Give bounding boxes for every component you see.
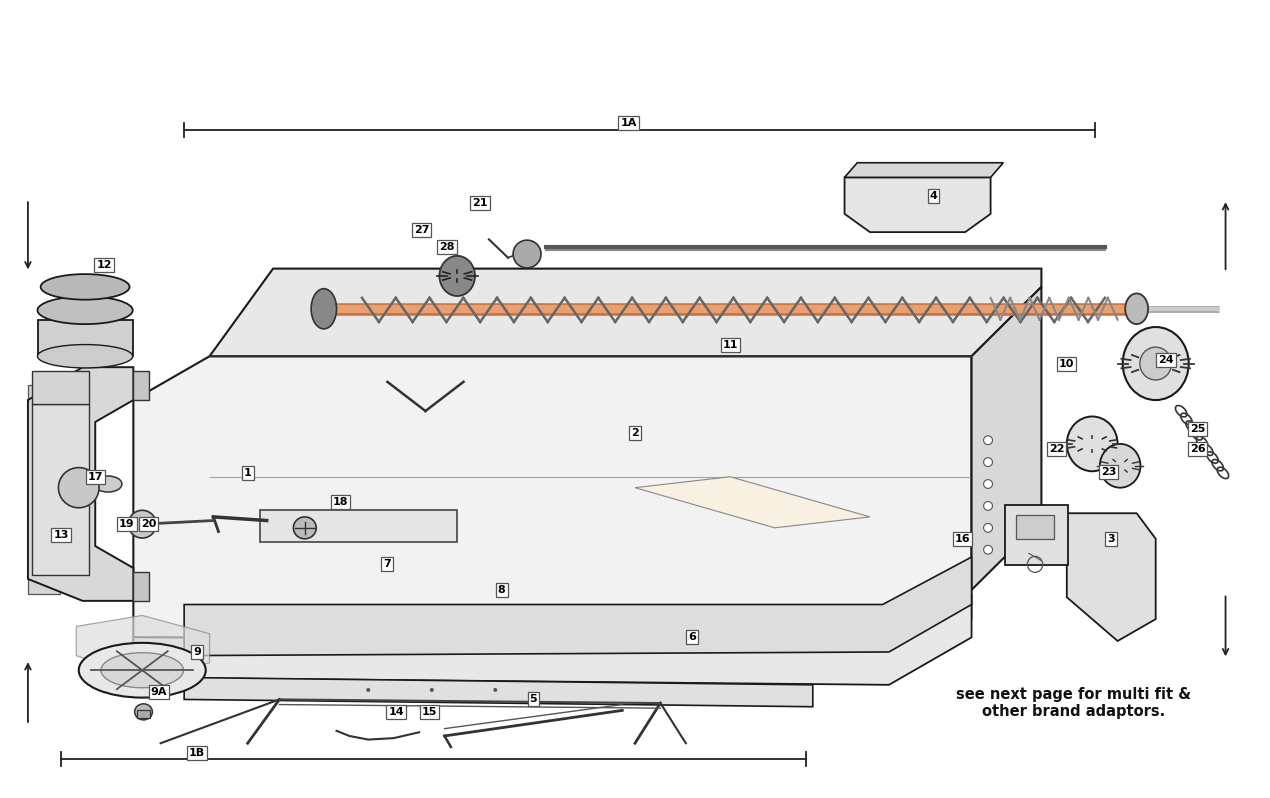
Ellipse shape xyxy=(493,688,498,692)
Ellipse shape xyxy=(38,345,132,368)
Text: 12: 12 xyxy=(97,260,112,270)
Ellipse shape xyxy=(983,458,993,467)
Polygon shape xyxy=(1067,513,1156,641)
Ellipse shape xyxy=(41,274,130,300)
Polygon shape xyxy=(845,163,1003,177)
Ellipse shape xyxy=(128,510,156,538)
Text: EQUIPMENT: EQUIPMENT xyxy=(460,381,810,433)
Polygon shape xyxy=(133,356,972,641)
Ellipse shape xyxy=(983,545,993,554)
Ellipse shape xyxy=(429,688,434,692)
Polygon shape xyxy=(133,594,972,685)
Ellipse shape xyxy=(135,704,152,720)
Ellipse shape xyxy=(983,480,993,488)
Text: 1A: 1A xyxy=(621,117,636,128)
Polygon shape xyxy=(210,269,1041,356)
Text: 25: 25 xyxy=(1190,425,1205,434)
Polygon shape xyxy=(28,367,133,601)
Text: 27: 27 xyxy=(414,225,429,235)
Text: 28: 28 xyxy=(439,242,455,251)
Bar xyxy=(133,571,149,601)
Text: 22: 22 xyxy=(1049,444,1064,454)
Ellipse shape xyxy=(58,468,99,508)
Polygon shape xyxy=(184,557,972,656)
Ellipse shape xyxy=(983,502,993,510)
Ellipse shape xyxy=(1100,444,1140,488)
Text: 21: 21 xyxy=(472,198,488,208)
Polygon shape xyxy=(972,287,1041,590)
Polygon shape xyxy=(133,590,972,670)
Bar xyxy=(1016,516,1054,539)
Text: 16: 16 xyxy=(955,534,970,543)
Polygon shape xyxy=(76,615,210,678)
Text: 26: 26 xyxy=(1190,444,1205,454)
Text: 14: 14 xyxy=(389,707,404,717)
Text: IP-140 TAILGATE SPREADER PARTS: IP-140 TAILGATE SPREADER PARTS xyxy=(230,13,1040,55)
Ellipse shape xyxy=(1067,417,1118,472)
Text: 7: 7 xyxy=(384,559,391,569)
Text: 5: 5 xyxy=(530,694,537,705)
Text: SPECIALISTS: SPECIALISTS xyxy=(447,469,823,521)
Text: 11: 11 xyxy=(723,340,738,350)
Ellipse shape xyxy=(94,476,122,492)
Text: INC.: INC. xyxy=(611,529,659,549)
Text: 20: 20 xyxy=(141,519,156,529)
Ellipse shape xyxy=(293,517,316,539)
Ellipse shape xyxy=(983,523,993,532)
Polygon shape xyxy=(845,177,991,232)
Text: 1B: 1B xyxy=(189,748,204,758)
Text: 2: 2 xyxy=(631,428,639,438)
Ellipse shape xyxy=(983,436,993,444)
Text: 15: 15 xyxy=(422,707,437,717)
Polygon shape xyxy=(38,320,133,356)
Text: 6: 6 xyxy=(688,632,696,642)
Text: 17: 17 xyxy=(88,472,103,482)
Polygon shape xyxy=(260,510,457,543)
Text: see next page for multi fit &
other brand adaptors.: see next page for multi fit & other bran… xyxy=(955,687,1191,719)
FancyBboxPatch shape xyxy=(1005,505,1068,565)
Ellipse shape xyxy=(366,688,371,692)
Bar xyxy=(28,385,60,594)
Ellipse shape xyxy=(513,240,541,268)
Text: 8: 8 xyxy=(498,585,505,595)
Text: 10: 10 xyxy=(1059,358,1074,369)
Text: 4: 4 xyxy=(930,191,937,200)
Ellipse shape xyxy=(439,256,475,296)
Text: 9: 9 xyxy=(193,647,201,657)
Text: 18: 18 xyxy=(333,497,348,508)
Ellipse shape xyxy=(1140,347,1171,380)
Bar xyxy=(32,404,89,575)
Ellipse shape xyxy=(311,289,337,329)
Bar xyxy=(133,371,149,400)
Text: 9A: 9A xyxy=(151,687,166,697)
Ellipse shape xyxy=(1123,327,1189,400)
Bar xyxy=(137,710,150,717)
Text: 13: 13 xyxy=(53,530,69,540)
Ellipse shape xyxy=(79,643,206,697)
Text: 3: 3 xyxy=(1107,534,1115,543)
Text: 23: 23 xyxy=(1101,467,1116,476)
Polygon shape xyxy=(184,678,813,707)
Bar xyxy=(32,371,89,404)
Text: 19: 19 xyxy=(119,519,135,529)
Polygon shape xyxy=(635,476,870,527)
Ellipse shape xyxy=(38,296,132,324)
Ellipse shape xyxy=(102,653,184,688)
Ellipse shape xyxy=(1125,294,1148,324)
Text: 24: 24 xyxy=(1158,355,1173,365)
Text: 1: 1 xyxy=(244,468,251,478)
